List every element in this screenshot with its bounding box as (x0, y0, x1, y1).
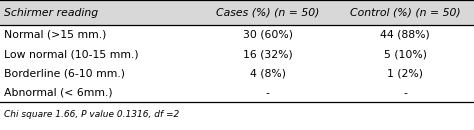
Text: 1 (2%): 1 (2%) (387, 69, 423, 78)
Text: Control (%) (n = 50): Control (%) (n = 50) (350, 8, 461, 18)
Text: 30 (60%): 30 (60%) (243, 30, 293, 40)
Text: Schirmer reading: Schirmer reading (4, 8, 98, 18)
Text: Cases (%) (n = 50): Cases (%) (n = 50) (216, 8, 319, 18)
Text: Borderline (6-10 mm.): Borderline (6-10 mm.) (4, 69, 125, 78)
Text: Abnormal (< 6mm.): Abnormal (< 6mm.) (4, 88, 112, 98)
Text: Chi square 1.66, P value 0.1316, df =2: Chi square 1.66, P value 0.1316, df =2 (4, 110, 179, 119)
Bar (0, 0, 474, 25)
Text: 44 (88%): 44 (88%) (381, 30, 430, 40)
Text: 5 (10%): 5 (10%) (384, 49, 427, 59)
Text: -: - (266, 88, 270, 98)
Text: Normal (>15 mm.): Normal (>15 mm.) (4, 30, 106, 40)
Text: -: - (403, 88, 407, 98)
Text: 16 (32%): 16 (32%) (243, 49, 292, 59)
Text: Low normal (10-15 mm.): Low normal (10-15 mm.) (4, 49, 138, 59)
Text: 4 (8%): 4 (8%) (250, 69, 286, 78)
